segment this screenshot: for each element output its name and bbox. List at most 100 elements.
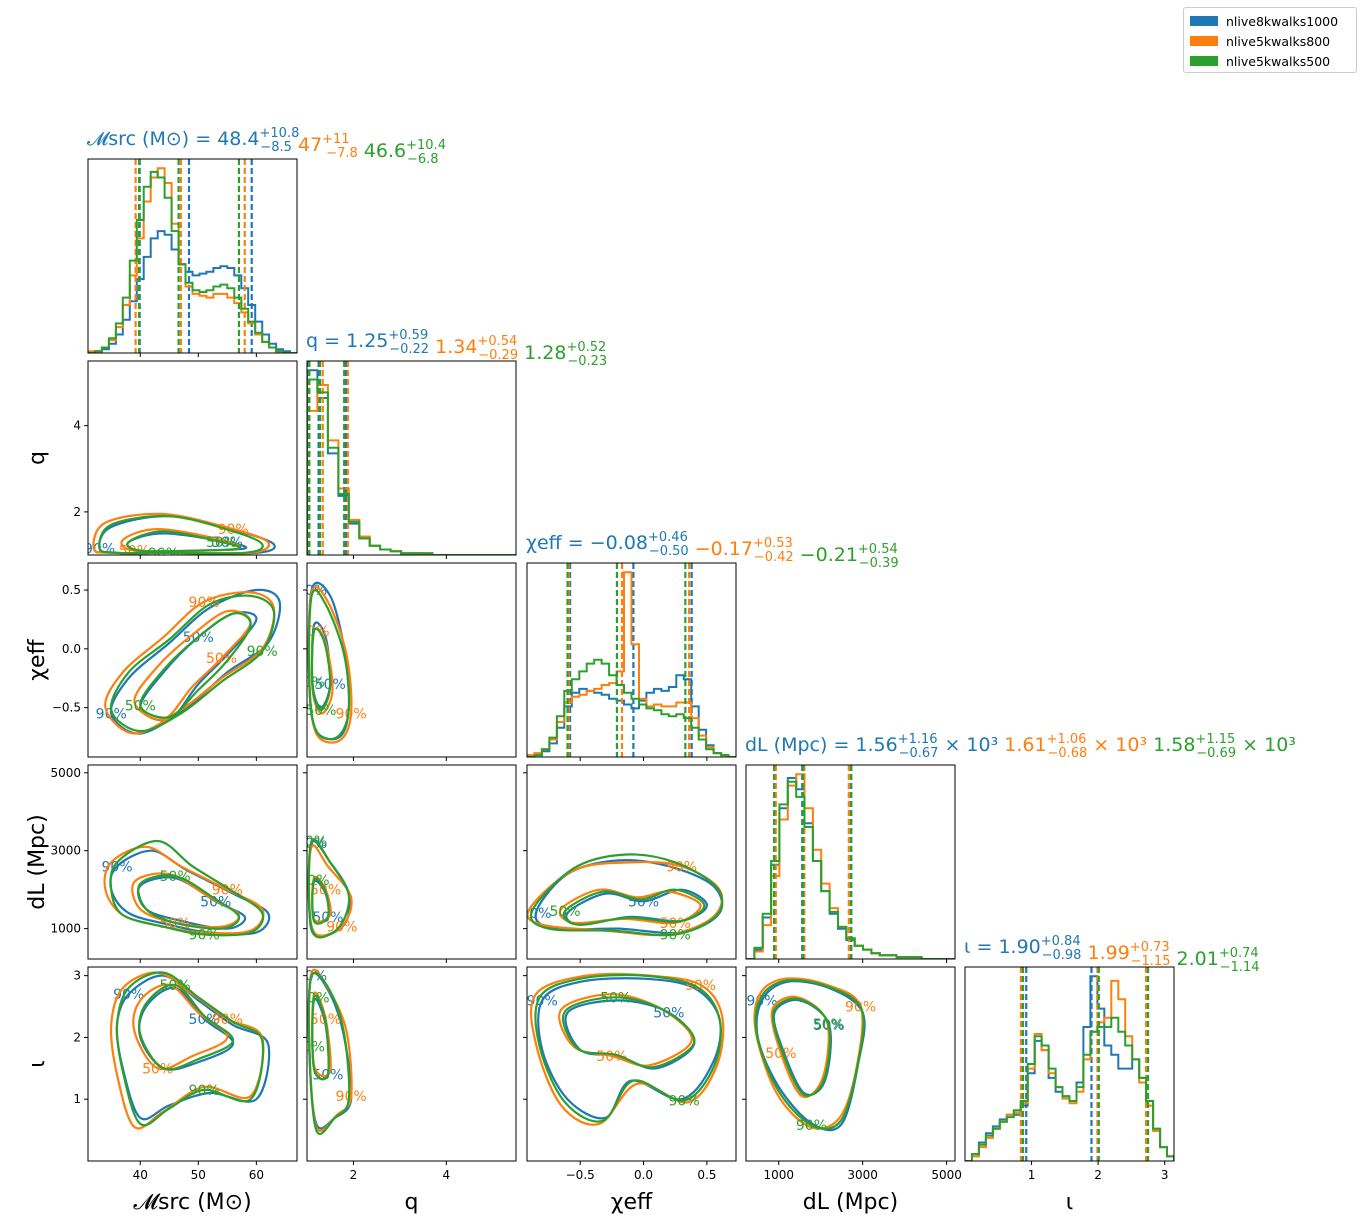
contour-label: 90% [294, 1040, 325, 1056]
title-plus: +0.74 [1219, 946, 1259, 961]
contour-label: 90% [148, 546, 179, 562]
contours-iota-vs-chi_eff: 90%50%90%50%90%50% [527, 972, 725, 1126]
y-tick-label: 3000 [50, 844, 81, 858]
x-tick-label: 0.5 [697, 1168, 716, 1182]
title-minus: −0.29 [478, 348, 518, 363]
marginal-iota [965, 967, 1174, 1161]
title-minus: −7.8 [326, 146, 358, 161]
title-median: −0.21 [794, 544, 858, 566]
contour-label: 50% [305, 703, 336, 719]
contour-90-series-1 [109, 971, 265, 1130]
contour-50-series-2 [139, 612, 252, 719]
y-tick-label: 2 [73, 1030, 81, 1044]
x-axis-label: dL (Mpc) [803, 1190, 898, 1215]
y-axis-label: dL (Mpc) [25, 814, 50, 909]
contour-90-series-2 [754, 979, 865, 1130]
y-tick-label: −0.5 [52, 701, 81, 715]
title-plus: +1.16 [898, 732, 938, 747]
title-plus: +0.54 [858, 542, 898, 557]
marginal-mchirp [88, 159, 297, 353]
axes-frame [526, 562, 737, 758]
contour-label: 90% [212, 883, 243, 899]
axes-frame [87, 966, 298, 1162]
contour-label: 50% [160, 978, 191, 994]
title-q: q = 1.25+0.59 −0.22 1.34+0.54 −0.29 1.28+0… [306, 328, 607, 369]
title-median: 1.99 [1081, 942, 1129, 964]
axes-frame [964, 966, 1175, 1162]
axes-frame [745, 966, 956, 1162]
title-name: χeff = [526, 532, 590, 554]
contour-label: 50% [125, 698, 156, 714]
title-median: 1.90 [998, 936, 1040, 958]
contour-90-series-2 [115, 971, 265, 1127]
contour-90-series-2 [307, 971, 351, 1136]
contour-label: 50% [298, 990, 329, 1006]
title-minus: −0.98 [1042, 948, 1082, 963]
contour-label: 50% [549, 904, 580, 920]
contour-label: 50% [206, 535, 237, 551]
contour-50-series-1 [770, 995, 830, 1099]
legend-label: nlive5kwalks800 [1226, 33, 1331, 49]
contour-label: 90% [247, 644, 278, 660]
title-name: dL (Mpc) = [745, 734, 855, 756]
contour-label: 90% [669, 1093, 700, 1109]
title-median: 2.01 [1170, 948, 1218, 970]
title-plus: +0.73 [1130, 940, 1170, 955]
marginal-q [307, 361, 516, 555]
contour-label: 90% [336, 706, 367, 722]
y-tick-label: 2 [73, 505, 81, 519]
title-plus: +0.52 [566, 340, 606, 355]
title-name: 𝓜src (M⊙) = [87, 128, 217, 150]
marginal-d_L [746, 765, 955, 959]
title-suffix: × 10³ [938, 734, 998, 756]
legend-swatch [1190, 36, 1218, 46]
title-median: −0.17 [689, 538, 753, 560]
x-tick-label: 5000 [931, 1168, 962, 1182]
title-plus: +10.4 [406, 138, 446, 153]
contours-d_L-vs-q: 90%50%90%50%90%50% [307, 834, 357, 939]
histogram-iota-series-1 [965, 979, 1174, 1161]
axes-frame [306, 966, 517, 1162]
legend-label: nlive8kwalks1000 [1226, 13, 1339, 29]
contour-90-series-2 [98, 514, 264, 555]
legend-entry: nlive5kwalks500 [1190, 51, 1350, 71]
title-minus: −8.5 [260, 140, 292, 155]
x-tick-label: 60 [249, 1168, 264, 1182]
legend-swatch [1190, 16, 1218, 26]
marginal-chi_eff [527, 563, 736, 757]
contours-iota-vs-mchirp: 90%50%90%50%90%50% [109, 971, 271, 1130]
title-median: −0.08 [590, 532, 648, 554]
title-minus: −0.68 [1047, 746, 1087, 761]
x-axis-label: ι [1066, 1190, 1073, 1215]
contour-50-series-2 [137, 874, 241, 930]
title-suffix: × 10³ [1087, 734, 1147, 756]
contour-label: 90% [520, 906, 551, 922]
contour-label: 90% [189, 595, 220, 611]
contour-label: 90% [685, 978, 716, 994]
contour-50-series-2 [562, 996, 696, 1069]
contour-50-series-2 [310, 627, 332, 712]
title-plus: +11 [322, 132, 349, 147]
y-tick-label: 5000 [50, 766, 81, 780]
contour-90-series-2 [109, 594, 276, 733]
contour-label: 90% [294, 675, 325, 691]
y-tick-label: 1000 [50, 922, 81, 936]
title-plus: +0.54 [477, 334, 517, 349]
title-plus: +0.59 [388, 328, 428, 343]
histogram-d_L-series-2 [746, 780, 955, 959]
title-plus: +1.06 [1047, 732, 1087, 747]
legend-entry: nlive8kwalks1000 [1190, 11, 1350, 31]
y-tick-label: 0.5 [62, 583, 81, 597]
title-minus: −1.14 [1220, 960, 1260, 975]
x-axis-label: q [405, 1190, 419, 1215]
contour-label: 50% [160, 869, 191, 885]
contour-label: 50% [600, 990, 631, 1006]
axes-frame [745, 764, 956, 960]
contours-chi_eff-vs-mchirp: 90%50%90%50% 90%50% [96, 588, 282, 735]
title-chi_eff: χeff = −0.08+0.46 −0.50 −0.17+0.53 −0.42 −… [526, 530, 899, 571]
title-median: 1.25 [346, 330, 388, 352]
histogram-chi_eff-series-2 [527, 658, 736, 757]
axes-frame [306, 764, 517, 960]
title-plus: +0.53 [753, 536, 793, 551]
contour-50-series-2 [311, 877, 330, 925]
